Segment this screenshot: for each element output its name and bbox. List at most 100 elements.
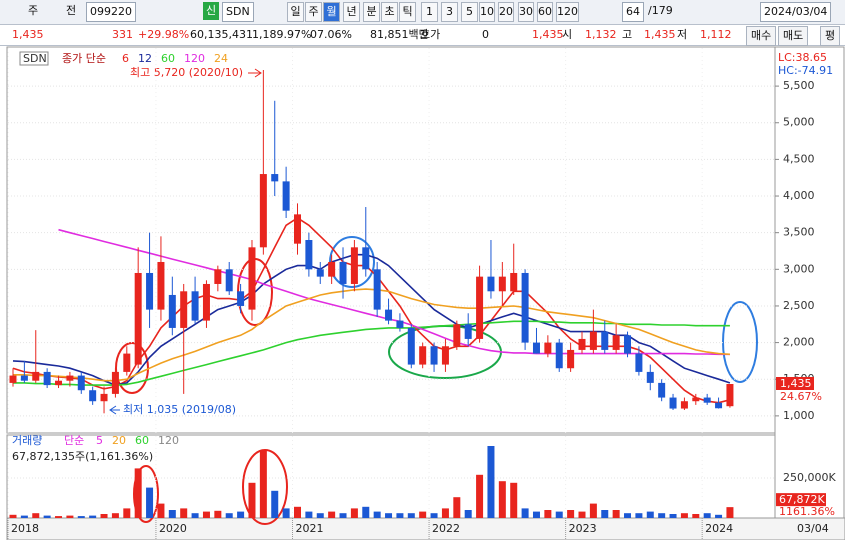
x-tick-label: 2023 bbox=[569, 522, 597, 535]
volume-bar bbox=[476, 474, 484, 518]
toolbar-item: 1,112 bbox=[700, 28, 732, 41]
toolbar-button[interactable]: 120 bbox=[556, 2, 579, 22]
candle-body bbox=[294, 214, 301, 244]
candle-body bbox=[89, 390, 97, 402]
toolbar-button[interactable]: 초 bbox=[381, 2, 398, 22]
volume-bar bbox=[9, 514, 17, 518]
volume-bar bbox=[328, 511, 336, 518]
toolbar-button[interactable]: 3 bbox=[441, 2, 458, 22]
volume-bar bbox=[578, 511, 586, 518]
candle-body bbox=[419, 346, 427, 365]
candle-body bbox=[20, 375, 28, 381]
toolbar-item: 1,189.97% bbox=[252, 28, 312, 41]
volume-bar bbox=[407, 513, 415, 518]
candle-body bbox=[111, 371, 119, 394]
y-tick-label: 4,000 bbox=[783, 189, 815, 202]
candle-body bbox=[328, 261, 336, 277]
toolbar-button[interactable]: 60 bbox=[537, 2, 553, 22]
volume-bar bbox=[624, 513, 632, 518]
candle-body bbox=[544, 342, 552, 354]
legend-entry: 12 bbox=[138, 52, 152, 65]
toolbar-item[interactable]: 64 bbox=[622, 2, 644, 22]
candle-body bbox=[510, 272, 518, 292]
toolbar-button[interactable]: 월 bbox=[323, 2, 340, 22]
toolbar-button[interactable]: 20 bbox=[498, 2, 514, 22]
volume-bar bbox=[385, 513, 393, 518]
x-tick-label: 2018 bbox=[11, 522, 39, 535]
volume-ma-label: 단순 bbox=[64, 434, 84, 447]
toolbar-item: 시 bbox=[562, 28, 573, 41]
volume-bar bbox=[715, 514, 723, 518]
toolbar-button[interactable]: 틱 bbox=[399, 2, 416, 22]
volume-bar bbox=[43, 515, 51, 518]
candle-body bbox=[555, 342, 563, 369]
x-tick-label: 2022 bbox=[432, 522, 460, 535]
candle-body bbox=[259, 174, 267, 248]
volume-bar bbox=[294, 506, 301, 518]
toolbar-button[interactable]: 분 bbox=[363, 2, 380, 22]
candle-body bbox=[464, 324, 472, 339]
toolbar-item[interactable]: 2024/03/04 bbox=[760, 2, 832, 22]
volume-bar bbox=[521, 508, 529, 518]
toolbar-item[interactable]: 099220 bbox=[86, 2, 136, 22]
y-tick-label: 250,000K bbox=[783, 471, 836, 484]
candle-body bbox=[430, 346, 438, 365]
volume-bar bbox=[680, 513, 688, 518]
candle-body bbox=[316, 269, 324, 277]
high-arrow bbox=[248, 68, 262, 78]
candle-body bbox=[624, 335, 632, 354]
candle-body bbox=[692, 397, 700, 402]
volume-bar bbox=[601, 510, 609, 518]
toolbar-button[interactable]: 매도 bbox=[778, 26, 809, 46]
last-price-label: 1,435 bbox=[780, 377, 812, 390]
volume-bar bbox=[646, 511, 654, 518]
volume-bar bbox=[726, 507, 734, 518]
last-volume-box bbox=[776, 493, 826, 507]
candle-body bbox=[66, 375, 74, 381]
toolbar-item: +29.98% bbox=[138, 28, 190, 41]
volume-bar bbox=[419, 511, 427, 518]
quote-bar: 1,435 331 +29.98% 60,135,431 1,189.97% 07.06%… bbox=[0, 25, 845, 46]
volume-bar bbox=[692, 514, 700, 518]
legend-entry: 120 bbox=[184, 52, 205, 65]
toolbar-button[interactable]: 5 bbox=[461, 2, 478, 22]
toolbar-button[interactable]: 10 bbox=[479, 2, 495, 22]
candle-body bbox=[703, 397, 711, 403]
y-axis bbox=[774, 46, 845, 519]
volume-legend-entry: 120 bbox=[158, 434, 179, 447]
candle-body bbox=[532, 342, 540, 354]
ma-line bbox=[12, 253, 731, 386]
toolbar-item: 고 bbox=[622, 28, 633, 41]
toolbar-item: 저 bbox=[677, 28, 688, 41]
volume-bar bbox=[362, 506, 370, 518]
volume-bar bbox=[55, 516, 63, 518]
toolbar-item: 1,435 bbox=[644, 28, 676, 41]
toolbar-button[interactable]: 매수 bbox=[746, 26, 777, 46]
toolbar-button[interactable]: 30 bbox=[518, 2, 534, 22]
volume-legend-entry: 5 bbox=[96, 434, 103, 447]
volume-bar bbox=[316, 513, 324, 518]
toolbar-button[interactable]: 1 bbox=[421, 2, 438, 22]
volume-bar bbox=[567, 510, 575, 518]
volume-bar bbox=[123, 508, 131, 518]
toolbar-button[interactable]: 주 bbox=[305, 2, 322, 22]
toolbar-item[interactable]: SDN bbox=[222, 2, 254, 22]
volume-label: 거래량 bbox=[12, 434, 42, 447]
y-tick-label: 5,000 bbox=[783, 116, 815, 129]
ma-line bbox=[13, 288, 730, 382]
legend-entry: 60 bbox=[161, 52, 175, 65]
toolbar-button[interactable]: 년 bbox=[343, 2, 360, 22]
ma-line bbox=[58, 228, 730, 356]
y-tick-label: 2,500 bbox=[783, 299, 815, 312]
volume-bar bbox=[635, 513, 643, 518]
candle-body bbox=[9, 375, 17, 383]
ellipse bbox=[242, 449, 288, 525]
toolbar-button[interactable]: 일 bbox=[287, 2, 304, 22]
candle-body bbox=[32, 371, 40, 381]
candle-body bbox=[578, 338, 586, 350]
toolbar-button[interactable]: 평 bbox=[820, 26, 841, 46]
candle-body bbox=[487, 276, 495, 292]
volume-bar bbox=[441, 508, 449, 518]
ma-line bbox=[12, 217, 731, 404]
candle-body bbox=[55, 380, 63, 386]
